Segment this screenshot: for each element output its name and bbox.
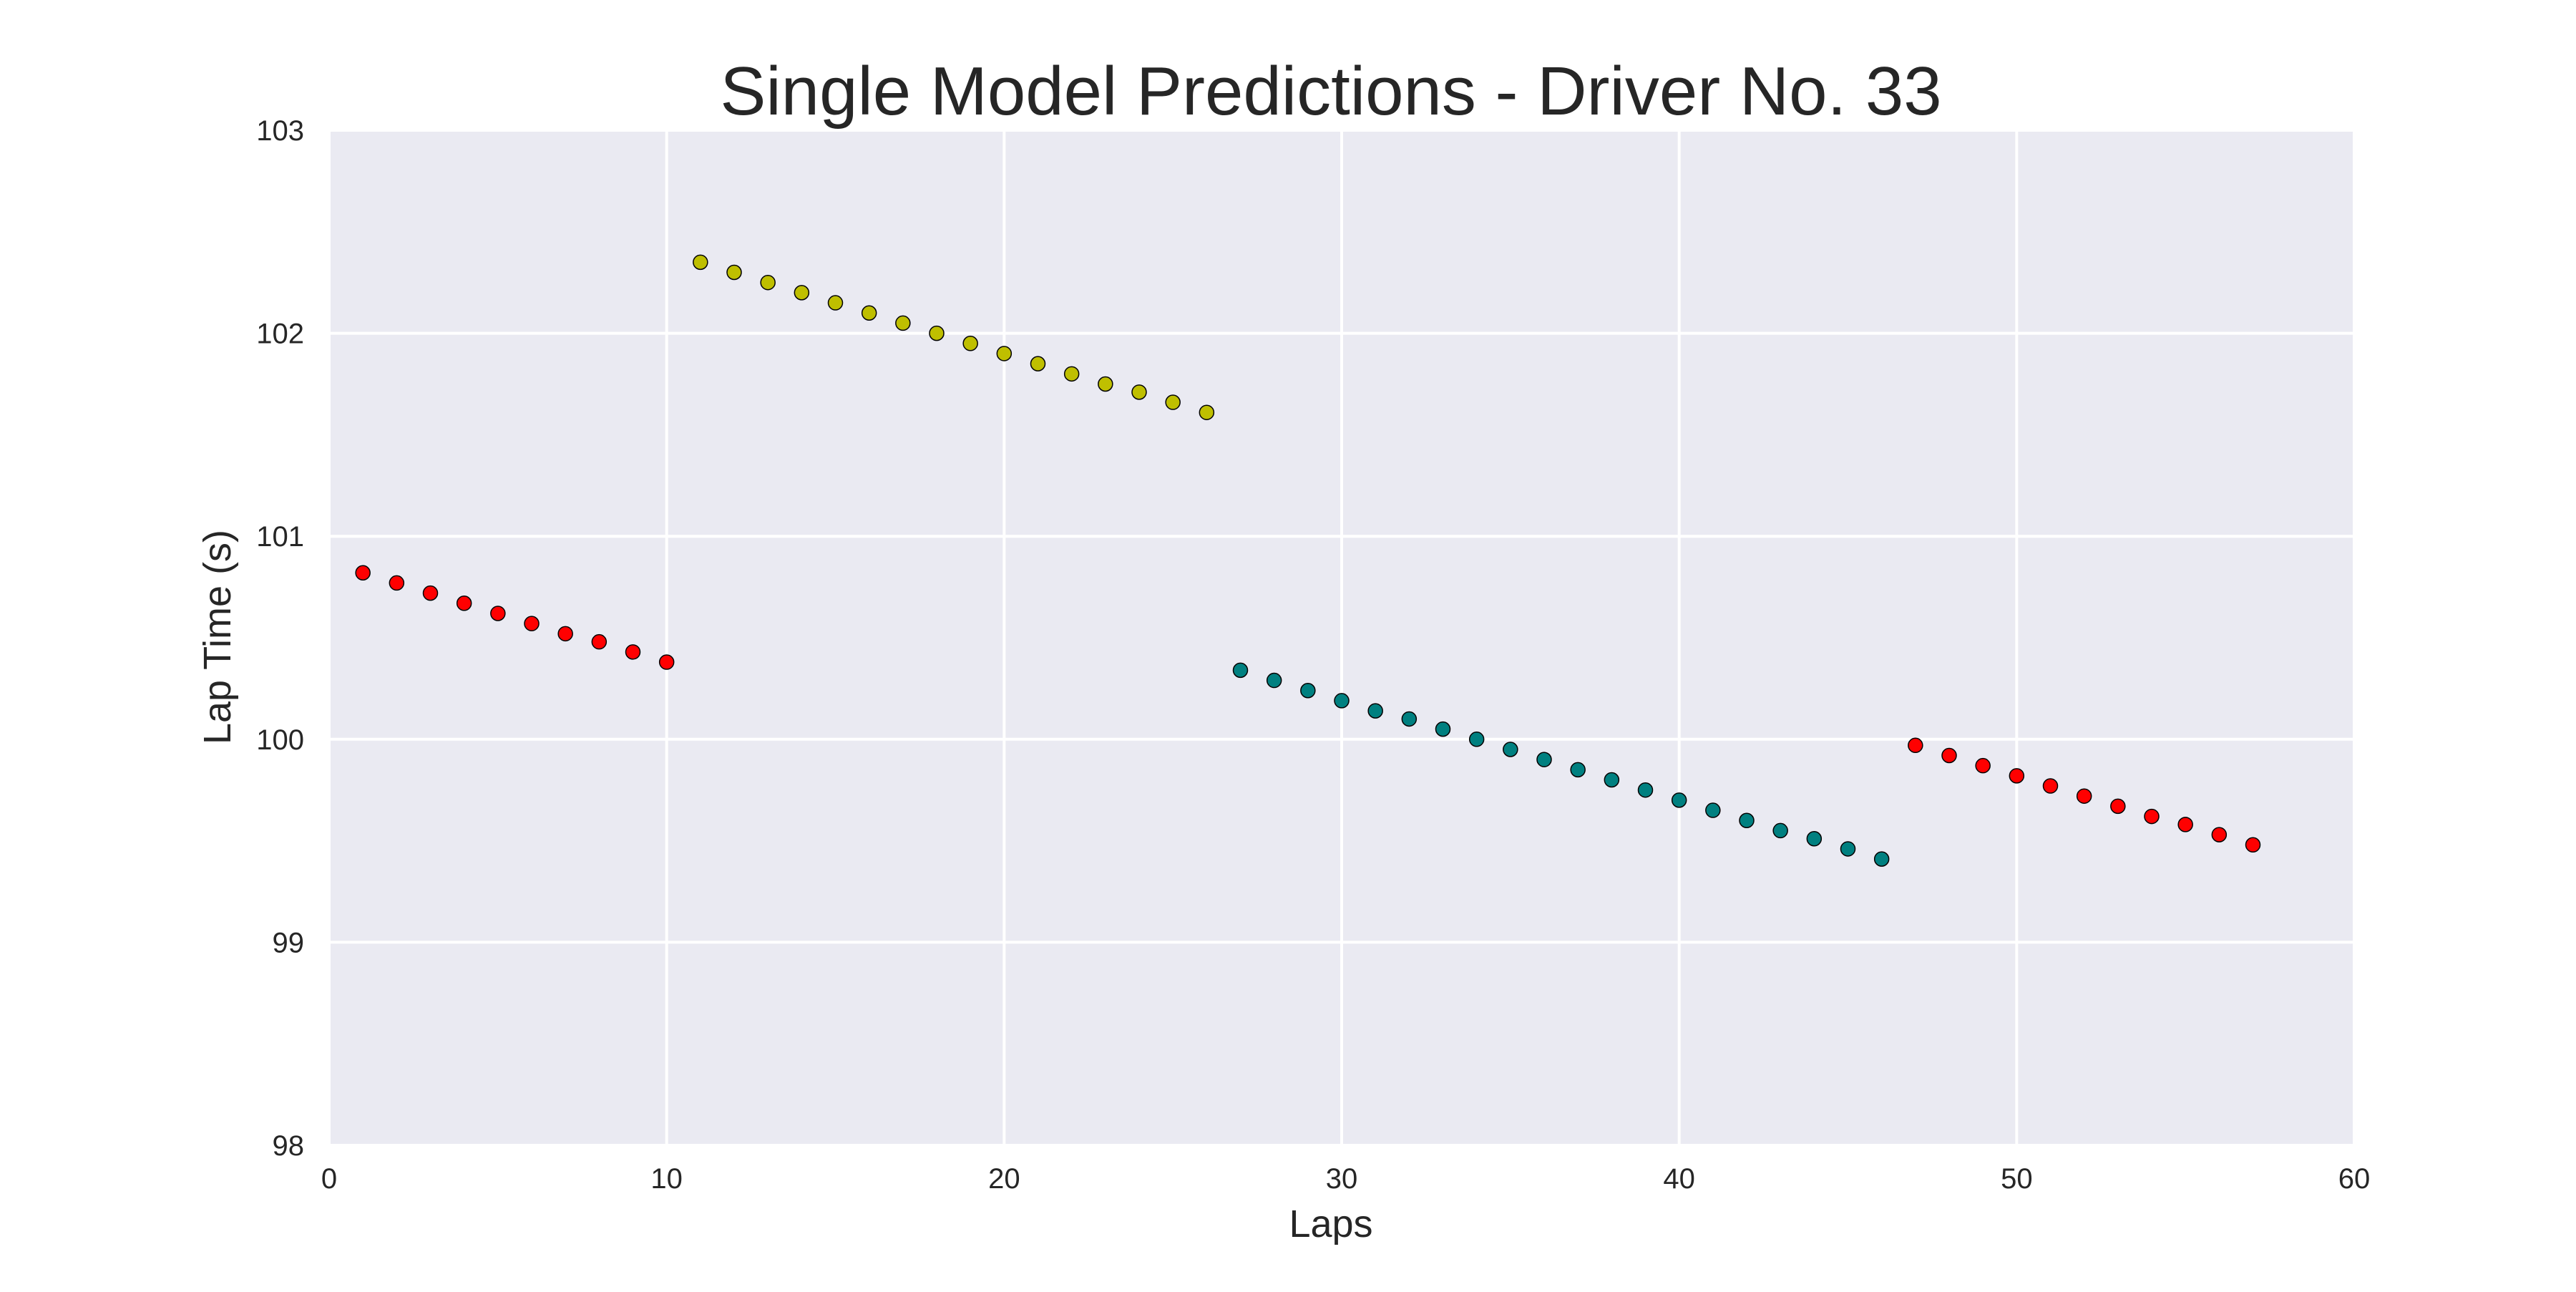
data-point: [1199, 404, 1215, 420]
data-point: [794, 285, 810, 301]
data-point: [2144, 808, 2160, 825]
data-point: [1300, 682, 1316, 699]
data-point: [962, 336, 978, 351]
data-point: [861, 305, 877, 321]
data-point: [1873, 851, 1890, 867]
y-tick-label: 99: [273, 927, 305, 958]
data-point: [1367, 703, 1383, 719]
x-tick-label: 40: [1663, 1163, 1695, 1195]
y-tick-label: 101: [256, 521, 304, 553]
data-point: [1165, 394, 1181, 410]
data-point: [2042, 778, 2059, 794]
data-point: [1536, 752, 1552, 767]
data-point: [1671, 792, 1687, 808]
data-points: [355, 254, 2261, 867]
data-point: [658, 654, 675, 670]
series-4: [1908, 737, 2261, 853]
data-point: [490, 606, 506, 621]
y-tick-label: 103: [256, 115, 304, 147]
data-point: [1941, 747, 1957, 764]
data-point: [1705, 802, 1721, 818]
data-point: [1840, 841, 1856, 857]
data-point: [1131, 384, 1147, 400]
data-point: [557, 626, 573, 642]
x-tick-label: 10: [650, 1163, 683, 1195]
grid-lines: [328, 129, 2356, 1147]
data-point: [996, 346, 1013, 361]
data-point: [524, 616, 540, 631]
data-point: [1908, 737, 1923, 754]
data-point: [1063, 366, 1080, 382]
data-point: [827, 295, 844, 311]
data-point: [456, 596, 472, 611]
data-point: [2177, 817, 2193, 832]
y-axis-label: Lap Time (s): [196, 530, 239, 744]
x-tick-label: 60: [2338, 1163, 2371, 1195]
y-tick-label: 100: [256, 724, 304, 756]
data-point: [1334, 693, 1350, 709]
y-tick-labels: 98 99 100 101 102 103: [256, 115, 304, 1162]
data-point: [591, 633, 608, 650]
data-point: [355, 565, 371, 581]
y-tick-label: 102: [256, 319, 304, 350]
data-point: [1098, 376, 1113, 392]
data-point: [1232, 662, 1249, 679]
data-point: [1637, 782, 1654, 798]
data-point: [1806, 831, 1823, 847]
series-1: [355, 565, 675, 670]
data-point: [1503, 742, 1518, 757]
data-point: [693, 254, 708, 271]
data-point: [2245, 837, 2261, 853]
data-point: [726, 264, 742, 281]
x-tick-label: 20: [988, 1163, 1020, 1195]
data-point: [1975, 757, 1991, 774]
data-point: [1435, 721, 1451, 737]
data-point: [760, 274, 776, 291]
series-3: [1232, 662, 1890, 867]
data-point: [895, 315, 911, 331]
x-axis-label: Laps: [1289, 1203, 1372, 1245]
data-point: [1739, 812, 1755, 828]
data-point: [1570, 762, 1586, 778]
data-point: [1772, 822, 1788, 839]
data-point: [625, 644, 641, 660]
data-point: [1604, 772, 1620, 788]
x-tick-label: 30: [1326, 1163, 1358, 1195]
data-point: [2211, 827, 2228, 842]
data-point: [929, 325, 945, 341]
data-point: [422, 585, 439, 601]
data-point: [1266, 672, 1282, 689]
data-point: [1401, 711, 1418, 727]
data-point: [2076, 788, 2092, 804]
data-point: [2110, 798, 2126, 815]
chart-title: Single Model Predictions - Driver No. 33: [720, 53, 1941, 130]
y-tick-label: 98: [273, 1130, 305, 1162]
data-point: [1030, 356, 1046, 371]
data-point: [1468, 732, 1485, 747]
x-tick-labels: 0 10 20 30 40 50 60: [321, 1163, 2370, 1195]
data-point: [389, 575, 405, 591]
x-tick-label: 0: [321, 1163, 337, 1195]
data-point: [2009, 768, 2025, 784]
x-tick-label: 50: [2001, 1163, 2033, 1195]
series-2: [693, 254, 1215, 420]
